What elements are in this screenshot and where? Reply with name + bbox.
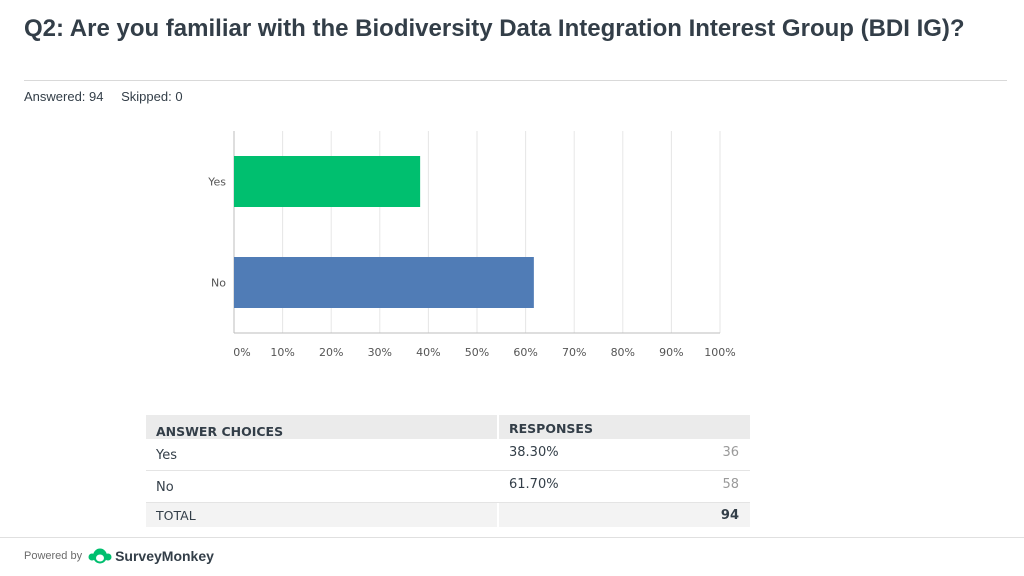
answered-count: Answered: 94 <box>24 89 104 104</box>
bar-no <box>234 257 534 308</box>
x-tick-label: 10% <box>270 346 294 359</box>
skipped-count: Skipped: 0 <box>121 89 183 104</box>
x-tick-label: 50% <box>465 346 489 359</box>
x-tick-label: 90% <box>659 346 683 359</box>
table-row: No 61.70% 58 <box>146 471 750 503</box>
x-tick-label: 100% <box>704 346 735 359</box>
table-row: Yes 38.30% 36 <box>146 439 750 471</box>
responses-table: ANSWER CHOICES RESPONSES Yes 38.30% 36 N… <box>146 415 750 527</box>
total-count: 94 <box>720 508 739 523</box>
total-label: TOTAL <box>156 508 196 523</box>
bar-chart: 0% 10% 20% 30% 40% 50% 60% 70% 80% 90% 100% Yes No <box>207 131 736 359</box>
x-tick-label: 20% <box>319 346 343 359</box>
footer-divider <box>0 537 1024 538</box>
row-percent: 38.30% <box>509 445 559 460</box>
row-choice: No <box>156 480 174 495</box>
title-divider <box>24 80 1007 81</box>
row-choice: Yes <box>156 448 177 463</box>
header-responses: RESPONSES <box>509 421 593 436</box>
brand-name: SurveyMonkey <box>115 548 214 564</box>
surveymonkey-logo-icon <box>88 548 112 564</box>
footer: Powered by SurveyMonkey <box>24 548 214 564</box>
y-category-label: Yes <box>207 176 226 189</box>
x-tick-label: 0% <box>233 346 250 359</box>
x-tick-label: 40% <box>416 346 440 359</box>
surveymonkey-brand[interactable]: SurveyMonkey <box>88 548 214 564</box>
table-total-row: TOTAL 94 <box>146 503 750 527</box>
bar-yes <box>234 156 421 207</box>
header-answer-choices: ANSWER CHOICES <box>156 424 284 439</box>
y-category-label: No <box>211 277 226 290</box>
x-tick-label: 60% <box>513 346 537 359</box>
x-tick-label: 80% <box>611 346 635 359</box>
x-tick-label: 30% <box>368 346 392 359</box>
response-stats: Answered: 94 Skipped: 0 <box>24 89 183 104</box>
row-percent: 61.70% <box>509 477 559 492</box>
question-title: Q2: Are you familiar with the Biodiversi… <box>24 15 965 42</box>
table-header: ANSWER CHOICES RESPONSES <box>146 415 750 439</box>
row-count: 36 <box>722 445 739 460</box>
row-count: 58 <box>722 477 739 492</box>
x-tick-label: 70% <box>562 346 586 359</box>
powered-by-label: Powered by <box>24 550 83 562</box>
